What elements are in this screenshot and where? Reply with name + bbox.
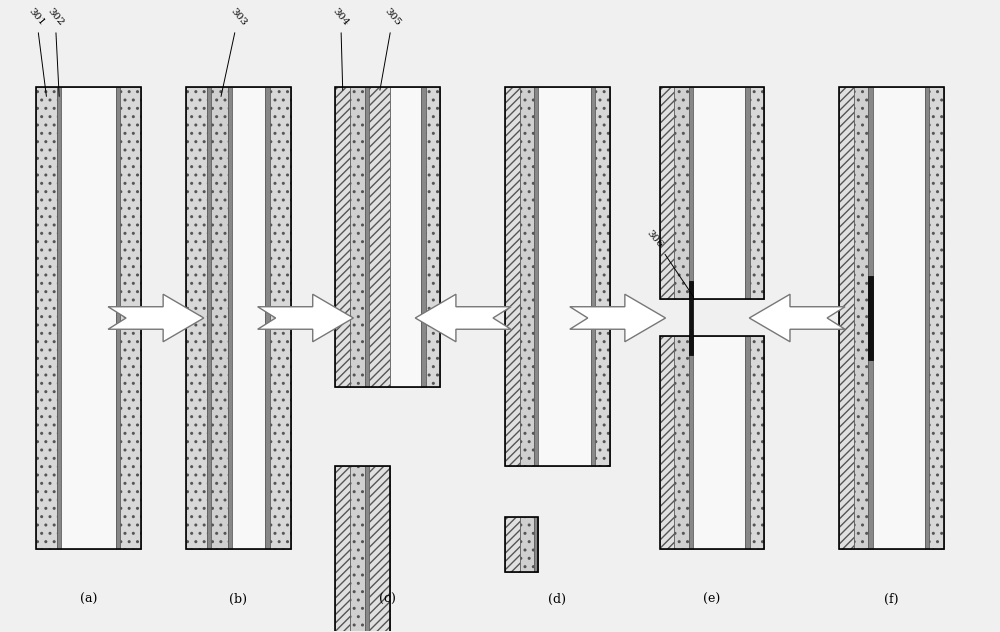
Bar	[929, 87, 944, 549]
Bar	[745, 87, 750, 300]
Bar	[660, 336, 674, 549]
Bar	[61, 87, 116, 549]
Bar	[369, 466, 390, 632]
Bar	[116, 87, 120, 549]
Bar	[369, 87, 390, 387]
Polygon shape	[570, 295, 666, 342]
Bar	[335, 466, 390, 632]
Bar	[750, 87, 764, 300]
Bar	[660, 87, 764, 300]
Bar	[868, 87, 873, 549]
Bar	[595, 87, 610, 466]
Text: 301: 301	[26, 6, 46, 97]
Bar	[868, 276, 873, 360]
Text: 303: 303	[221, 6, 248, 97]
Polygon shape	[258, 295, 353, 342]
Bar	[350, 87, 365, 387]
Bar	[426, 87, 440, 387]
Bar	[505, 87, 610, 466]
Bar	[689, 336, 693, 549]
Bar	[873, 87, 925, 549]
Text: 305: 305	[380, 6, 403, 90]
Text: 306: 306	[645, 228, 694, 297]
Bar	[693, 336, 745, 549]
Bar	[186, 87, 291, 549]
Bar	[674, 336, 689, 549]
Text: (b): (b)	[229, 593, 247, 606]
Bar	[350, 466, 365, 632]
Bar	[505, 87, 520, 466]
Bar	[538, 87, 591, 466]
Polygon shape	[108, 295, 204, 342]
Bar	[186, 87, 207, 549]
Bar	[750, 336, 764, 549]
Bar	[745, 336, 750, 549]
Bar	[839, 87, 944, 549]
Bar	[505, 517, 538, 573]
Bar	[520, 87, 534, 466]
Text: 302: 302	[45, 6, 65, 96]
Bar	[57, 87, 61, 549]
Bar	[591, 87, 595, 466]
Text: (d): (d)	[548, 593, 566, 606]
Bar	[534, 87, 538, 466]
Bar	[693, 87, 745, 300]
Bar	[335, 87, 350, 387]
Bar	[660, 336, 764, 549]
Bar	[36, 87, 141, 549]
Text: 304: 304	[331, 6, 351, 90]
Polygon shape	[415, 295, 511, 342]
Bar	[854, 87, 868, 549]
Bar	[228, 87, 232, 549]
Bar	[689, 281, 693, 355]
Bar	[534, 517, 538, 573]
Polygon shape	[749, 295, 845, 342]
Text: (f): (f)	[884, 593, 899, 606]
Bar	[36, 87, 57, 549]
Bar	[265, 87, 270, 549]
Bar	[839, 87, 854, 549]
Bar	[365, 87, 369, 387]
Bar	[207, 87, 211, 549]
Bar	[211, 87, 228, 549]
Bar	[335, 87, 440, 387]
Bar	[120, 87, 141, 549]
Bar	[505, 517, 520, 573]
Bar	[660, 87, 674, 300]
Bar	[270, 87, 291, 549]
Bar	[674, 87, 689, 300]
Bar	[335, 466, 350, 632]
Bar	[390, 87, 421, 387]
Text: (c): (c)	[379, 593, 396, 606]
Bar	[925, 87, 929, 549]
Text: (e): (e)	[703, 593, 721, 606]
Bar	[520, 517, 534, 573]
Bar	[365, 466, 369, 632]
Bar	[232, 87, 265, 549]
Text: (a): (a)	[80, 593, 97, 606]
Bar	[689, 87, 693, 300]
Bar	[421, 87, 426, 387]
